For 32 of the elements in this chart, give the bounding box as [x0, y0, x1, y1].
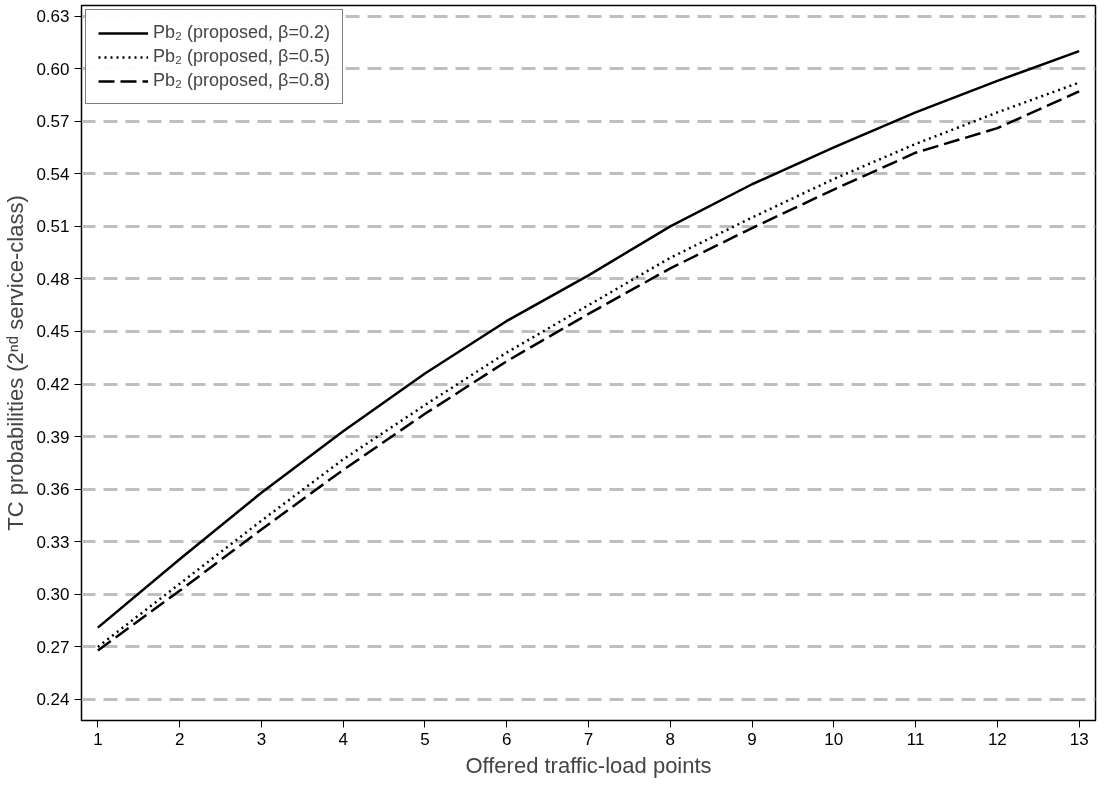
x-tick-label: 2 — [174, 729, 185, 749]
y-tick-label: 0.42 — [36, 375, 70, 395]
x-tick-label: 7 — [583, 729, 594, 749]
y-tick-label: 0.48 — [36, 269, 70, 289]
x-tick-label: 1 — [93, 729, 103, 749]
y-tick-label: 0.54 — [36, 164, 70, 184]
x-tick-label: 4 — [338, 729, 348, 749]
y-tick-label: 0.36 — [36, 480, 70, 500]
legend-label: Pb₂ (proposed, β=0.8) — [153, 70, 330, 91]
y-tick-label: 0.45 — [36, 322, 70, 342]
x-tick-label: 9 — [747, 729, 757, 749]
x-tick-label: 5 — [420, 729, 430, 749]
x-tick-label: 13 — [1069, 729, 1089, 749]
x-axis-title: Offered traffic-load points — [465, 752, 712, 778]
legend-label: Pb₂ (proposed, β=0.5) — [153, 46, 330, 67]
x-tick-label: 8 — [665, 729, 676, 749]
y-axis-title: TC probabilities (2ⁿᵈ service-class) — [3, 195, 29, 531]
x-tick-label: 10 — [824, 729, 844, 749]
y-tick-label: 0.60 — [36, 59, 70, 79]
x-tick-label: 12 — [987, 729, 1007, 749]
y-tick-label: 0.33 — [36, 532, 70, 552]
y-tick-label: 0.39 — [36, 427, 70, 447]
x-tick-label: 6 — [502, 729, 512, 749]
y-tick-label: 0.57 — [36, 112, 70, 132]
legend-label: Pb₂ (proposed, β=0.2) — [153, 22, 330, 43]
y-tick-label: 0.27 — [36, 637, 70, 657]
y-tick-label: 0.63 — [36, 7, 70, 27]
y-tick-label: 0.30 — [36, 585, 70, 605]
x-tick-label: 3 — [256, 729, 267, 749]
x-tick-label: 11 — [906, 729, 925, 749]
y-tick-label: 0.24 — [36, 690, 70, 710]
y-tick-label: 0.51 — [36, 217, 70, 237]
